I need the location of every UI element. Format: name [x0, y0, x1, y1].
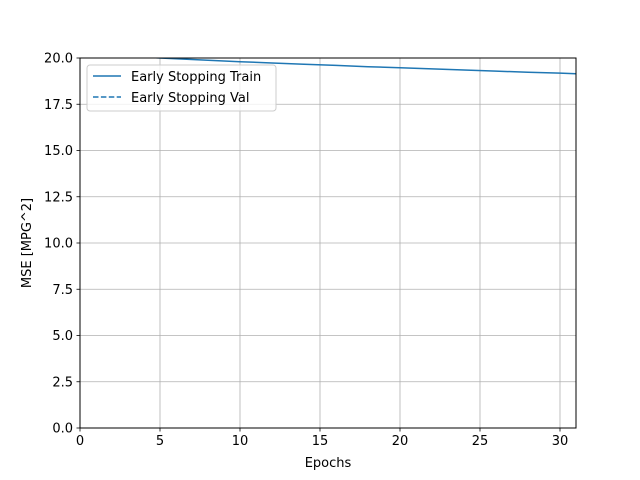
- x-tick-label: 10: [232, 434, 249, 449]
- series-layer: [146, 58, 576, 75]
- y-tick-label: 10.0: [44, 237, 73, 252]
- y-tick-label: 7.5: [52, 283, 73, 298]
- ticks: 0 5 10 15 20 25 30 0.0 2.5 5.0 7.5 10.0 12.5 15.0 17.5…: [44, 52, 568, 450]
- y-tick-label: 20.0: [44, 52, 73, 67]
- legend-box: [86, 64, 277, 112]
- x-tick-label: 5: [156, 434, 164, 449]
- series-line-0: [146, 58, 576, 75]
- x-tick-label: 30: [552, 434, 569, 449]
- y-tick-label: 12.5: [44, 190, 73, 205]
- x-axis-label: Epochs: [305, 456, 352, 471]
- x-tick-label: 15: [312, 434, 329, 449]
- x-tick-label: 25: [472, 434, 489, 449]
- legend-label-val: Early Stopping Val: [131, 91, 249, 106]
- y-tick-label: 5.0: [52, 329, 73, 344]
- y-tick-label: 15.0: [44, 144, 73, 159]
- y-tick-label: 2.5: [52, 375, 73, 390]
- y-axis-label: MSE [MPG^2]: [20, 198, 35, 288]
- y-tick-label: 0.0: [52, 422, 73, 437]
- y-tick-label: 17.5: [44, 98, 73, 113]
- legend-label-train: Early Stopping Train: [131, 70, 261, 85]
- x-tick-label: 20: [392, 434, 409, 449]
- x-tick-label: 0: [76, 434, 84, 449]
- legend: Early Stopping Train Early Stopping Val: [86, 64, 277, 112]
